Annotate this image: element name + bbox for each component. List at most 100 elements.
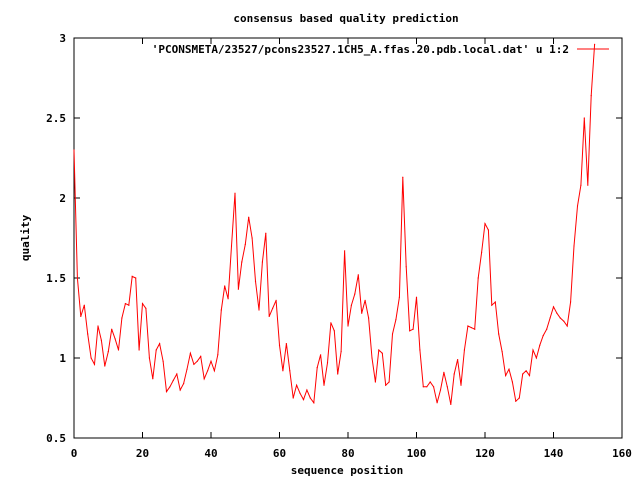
data-point xyxy=(117,349,120,351)
data-point xyxy=(289,370,291,372)
x-tick-label: 80 xyxy=(341,447,354,460)
data-point xyxy=(556,312,558,314)
data-point xyxy=(80,315,82,317)
data-point xyxy=(481,251,483,253)
data-point xyxy=(179,389,181,391)
data-point xyxy=(152,378,154,380)
data-point xyxy=(176,373,178,375)
data-point xyxy=(474,328,476,330)
data-point xyxy=(374,381,376,383)
tick-labels: 0 20 40 60 80 100 120 140 160 0.5 1 1.5 2 2.5 3 xyxy=(46,32,632,460)
data-point xyxy=(337,373,339,375)
data-point xyxy=(511,381,513,383)
x-tick-label: 140 xyxy=(544,447,564,460)
data-point xyxy=(309,397,311,399)
data-point xyxy=(587,184,589,186)
data-point xyxy=(528,375,531,377)
data-point xyxy=(326,362,329,364)
data-point xyxy=(268,315,270,317)
data-point xyxy=(460,384,462,386)
data-point xyxy=(501,351,503,353)
data-point xyxy=(467,325,469,327)
data-point xyxy=(590,95,592,97)
x-tick-label: 160 xyxy=(612,447,632,460)
data-point xyxy=(83,304,85,306)
data-point xyxy=(450,403,452,405)
data-point xyxy=(395,319,397,321)
data-point xyxy=(183,383,185,385)
data-point xyxy=(364,299,366,301)
data-point xyxy=(248,216,250,218)
data-point xyxy=(155,349,157,351)
data-point xyxy=(272,307,274,309)
data-point xyxy=(87,333,89,335)
data-point xyxy=(446,386,448,388)
data-point xyxy=(306,389,308,391)
data-point xyxy=(552,306,555,308)
data-point xyxy=(357,274,359,276)
data-point xyxy=(76,277,78,279)
data-point xyxy=(361,312,363,314)
data-point xyxy=(381,352,383,354)
data-point xyxy=(385,384,387,386)
chart-title: consensus based quality prediction xyxy=(233,12,458,25)
data-point xyxy=(412,328,414,330)
data-point xyxy=(251,237,253,239)
data-point xyxy=(97,325,99,327)
data-point xyxy=(145,307,147,309)
data-point xyxy=(189,352,191,354)
data-point xyxy=(583,117,585,119)
data-point xyxy=(169,386,171,388)
data-point xyxy=(494,301,496,303)
data-point xyxy=(566,325,568,327)
y-tick-label: 2.5 xyxy=(46,112,66,125)
data-point xyxy=(90,357,92,359)
data-point xyxy=(302,399,305,401)
data-point xyxy=(429,381,431,383)
data-point xyxy=(388,381,390,383)
series-line xyxy=(73,44,596,405)
data-point xyxy=(220,309,222,311)
data-point xyxy=(535,357,538,359)
data-point xyxy=(313,402,315,404)
data-point xyxy=(207,370,209,372)
data-point xyxy=(542,335,544,337)
data-point xyxy=(539,344,541,346)
data-point xyxy=(422,386,424,388)
data-point xyxy=(576,205,579,207)
data-point xyxy=(398,296,400,298)
data-point xyxy=(138,349,140,351)
x-tick-label: 100 xyxy=(407,447,427,460)
data-point xyxy=(104,365,106,367)
data-point xyxy=(73,149,75,151)
x-tick-label: 0 xyxy=(71,447,78,460)
data-point xyxy=(484,223,486,225)
data-point xyxy=(498,333,500,335)
data-point xyxy=(320,354,322,356)
data-point xyxy=(594,43,596,46)
data-point xyxy=(316,367,318,369)
data-point xyxy=(114,338,116,340)
data-point xyxy=(487,229,489,231)
data-point xyxy=(148,357,150,359)
data-point xyxy=(141,303,144,305)
data-point xyxy=(275,299,277,301)
series-group xyxy=(73,43,596,405)
data-point xyxy=(107,351,109,353)
data-point xyxy=(217,354,219,356)
data-point xyxy=(213,370,215,372)
y-tick-label: 1.5 xyxy=(46,272,66,285)
data-point xyxy=(580,184,582,186)
data-point xyxy=(563,320,565,322)
data-point xyxy=(457,359,459,361)
data-point xyxy=(549,317,551,319)
data-point xyxy=(525,370,527,372)
data-point xyxy=(330,322,332,324)
plot-frame xyxy=(73,37,623,439)
data-point xyxy=(368,317,370,319)
data-point xyxy=(265,232,267,234)
data-point xyxy=(172,379,174,381)
data-point xyxy=(282,370,284,372)
data-point xyxy=(505,375,507,377)
y-axis-label: quality xyxy=(19,214,32,261)
